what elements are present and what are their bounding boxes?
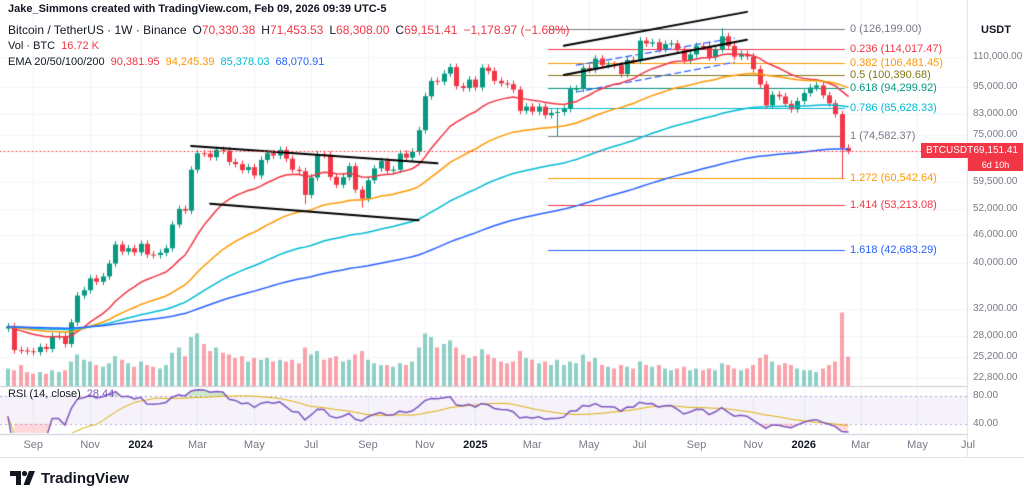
price-axis-label: 28,000.00 bbox=[973, 329, 1018, 341]
price-axis-label: 32,000.00 bbox=[973, 302, 1018, 314]
time-axis-label: Mar bbox=[851, 439, 871, 451]
fib-level-label: 1.272 (60,542.64) bbox=[850, 172, 937, 185]
fib-level-label: 0.5 (100,390.68) bbox=[850, 69, 931, 82]
ema100-value: 85,378.03 bbox=[220, 56, 270, 68]
volume-value: 16.72 K bbox=[61, 40, 99, 52]
volume-legend-row[interactable]: Vol · BTC 16.72 K bbox=[8, 40, 99, 52]
time-axis-label: Nov bbox=[80, 439, 100, 451]
time-axis-label: Sep bbox=[23, 439, 44, 451]
ema-legend-row[interactable]: EMA 20/50/100/200 90,381.95 94,245.39 85… bbox=[8, 56, 324, 68]
time-axis-label: 2026 bbox=[791, 439, 817, 451]
rsi-axis-label: 80.00 bbox=[973, 390, 999, 402]
ohlc-high: H 71,453.53 bbox=[261, 23, 324, 37]
time-axis-label: Mar bbox=[187, 439, 207, 451]
time-axis-label: May bbox=[243, 439, 265, 451]
symbol-legend-row[interactable]: Bitcoin / TetherUS · 1W · Binance O 70,33… bbox=[8, 23, 570, 37]
time-axis-label: Mar bbox=[522, 439, 542, 451]
ema-label: EMA 20/50/100/200 bbox=[8, 56, 105, 68]
ema50-value: 94,245.39 bbox=[165, 56, 215, 68]
time-axis-label: Nov bbox=[743, 439, 764, 451]
fib-level-label: 1.414 (53,213.08) bbox=[850, 198, 937, 211]
fib-level-label: 1 (74,582.37) bbox=[850, 129, 916, 142]
price-axis-currency: USDT bbox=[981, 24, 1011, 36]
chart-canvas[interactable] bbox=[0, 0, 968, 457]
tradingview-logo[interactable]: TradingView bbox=[10, 469, 129, 487]
rsi-axis-label: 40.00 bbox=[973, 417, 999, 429]
price-axis-label: 25,200.00 bbox=[973, 351, 1018, 363]
ohlc-low: L 68,308.00 bbox=[329, 23, 390, 37]
fib-level-label: 1.618 (42,683.29) bbox=[850, 243, 937, 256]
time-axis-label: Nov bbox=[415, 439, 435, 451]
price-axis-label: 59,500.00 bbox=[973, 176, 1018, 187]
badge-price: 69,151.41 bbox=[973, 145, 1019, 156]
fib-level-label: 0 (126,199.00) bbox=[850, 22, 922, 35]
rsi-value: 28.44 bbox=[86, 388, 115, 400]
tradingview-logo-text: TradingView bbox=[41, 469, 130, 487]
rsi-legend-row[interactable]: RSI (14, close) 28.44 bbox=[8, 388, 114, 400]
watermark: Jake_Simmons created with TradingView.co… bbox=[8, 3, 387, 15]
price-axis-label: 110,000.00 bbox=[973, 50, 1023, 62]
symbol-title: Bitcoin / TetherUS · 1W · Binance bbox=[8, 23, 187, 37]
time-axis-label: May bbox=[578, 439, 600, 451]
price-axis-label: 95,000.00 bbox=[973, 80, 1018, 92]
fib-level-label: 0.382 (106,481.45) bbox=[850, 57, 943, 70]
candle-countdown-badge: 6d 10h bbox=[968, 158, 1023, 171]
time-axis-label: 2024 bbox=[128, 439, 153, 451]
rsi-label: RSI (14, close) bbox=[8, 388, 81, 400]
price-axis-label: 75,000.00 bbox=[973, 128, 1018, 140]
price-axis-label: 46,000.00 bbox=[973, 228, 1018, 240]
fib-level-label: 0.236 (114,017.47) bbox=[850, 43, 943, 56]
ohlc-close: C 69,151.41 bbox=[395, 23, 458, 37]
bottom-toolbar: TradingView bbox=[0, 457, 1024, 499]
price-axis-label: 40,000.00 bbox=[973, 257, 1018, 268]
price-change: −1,178.97 (−1.68%) bbox=[463, 23, 570, 37]
fib-level-label: 0.618 (94,299.92) bbox=[850, 82, 937, 95]
badge-symbol: BTCUSDT bbox=[926, 145, 974, 156]
last-price-badge[interactable]: BTCUSDT 69,151.41 bbox=[921, 143, 1023, 158]
time-axis-label: Sep bbox=[358, 439, 378, 451]
price-axis-label: 52,000.00 bbox=[973, 203, 1018, 215]
time-axis-label: Jul bbox=[632, 439, 647, 451]
time-axis-label: Jul bbox=[960, 439, 976, 451]
tradingview-logo-icon bbox=[10, 470, 35, 485]
ema20-value: 90,381.95 bbox=[110, 56, 160, 68]
price-axis-label: 83,000.00 bbox=[973, 108, 1018, 120]
volume-label: Vol · BTC bbox=[8, 40, 56, 52]
fib-level-label: 0.786 (85,628.33) bbox=[850, 101, 937, 114]
price-axis-label: 22,800.00 bbox=[973, 371, 1018, 383]
time-axis-label: Jul bbox=[304, 439, 319, 451]
time-axis-label: May bbox=[907, 439, 928, 451]
ohlc-open: O 70,330.38 bbox=[192, 23, 256, 37]
time-axis-label: 2025 bbox=[463, 439, 488, 451]
ema200-value: 68,070.91 bbox=[275, 56, 325, 68]
time-axis-label: Sep bbox=[686, 439, 707, 451]
